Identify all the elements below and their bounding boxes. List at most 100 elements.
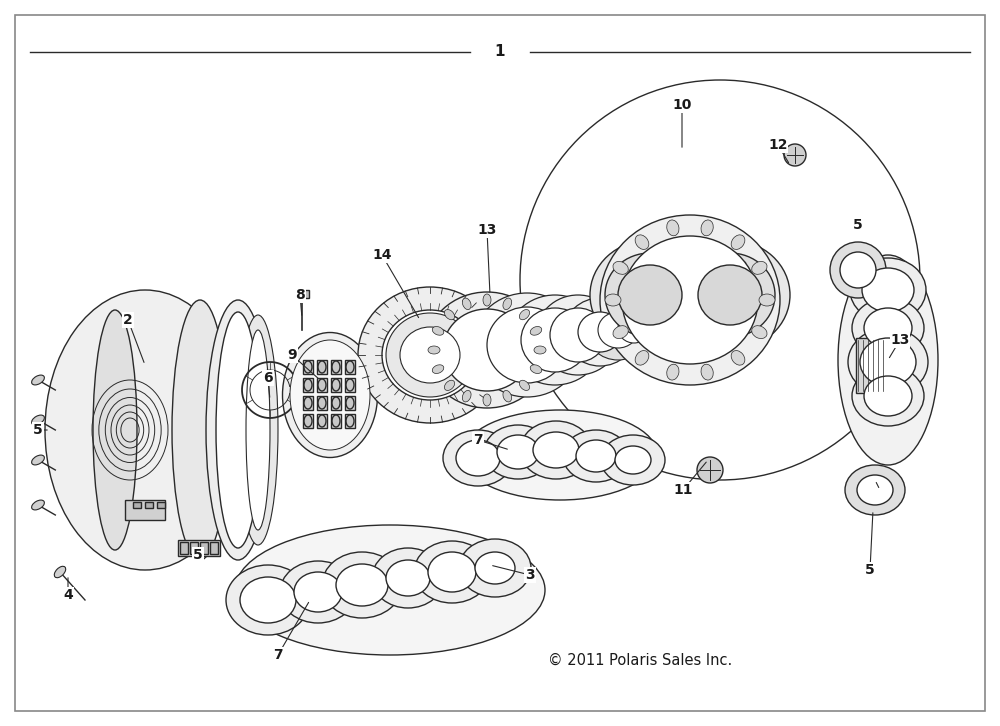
Bar [345, 396, 355, 410]
Bar [295, 290, 309, 298]
Ellipse shape [601, 435, 665, 485]
Bar [210, 542, 218, 554]
Bar [133, 502, 141, 508]
Ellipse shape [731, 234, 745, 250]
Ellipse shape [32, 375, 44, 385]
Ellipse shape [443, 309, 531, 391]
Ellipse shape [519, 380, 530, 391]
Ellipse shape [93, 310, 137, 550]
Ellipse shape [503, 391, 512, 402]
Ellipse shape [613, 261, 628, 274]
Text: 9: 9 [287, 348, 297, 362]
Ellipse shape [860, 338, 916, 386]
Bar [317, 360, 327, 374]
Bar [178, 540, 220, 556]
Text: 8: 8 [295, 288, 305, 302]
Ellipse shape [848, 328, 928, 396]
Ellipse shape [322, 552, 402, 618]
Text: 14: 14 [372, 248, 392, 262]
Ellipse shape [701, 220, 713, 236]
Ellipse shape [238, 315, 278, 545]
Bar [670, 255, 750, 335]
Ellipse shape [487, 307, 567, 383]
Ellipse shape [346, 361, 354, 373]
Bar [675, 284, 745, 296]
Ellipse shape [622, 236, 758, 364]
Bar [345, 360, 355, 374]
Ellipse shape [533, 432, 579, 468]
Ellipse shape [605, 253, 695, 337]
Ellipse shape [507, 295, 603, 385]
Ellipse shape [304, 397, 312, 409]
Ellipse shape [600, 215, 780, 385]
Bar [331, 396, 341, 410]
Text: 2: 2 [123, 313, 133, 327]
Ellipse shape [290, 340, 370, 450]
Text: 13: 13 [477, 223, 497, 237]
Ellipse shape [618, 265, 682, 325]
Ellipse shape [318, 397, 326, 409]
Ellipse shape [414, 541, 490, 603]
Bar [303, 396, 313, 410]
Ellipse shape [425, 292, 549, 408]
Text: 5: 5 [865, 563, 875, 577]
Ellipse shape [459, 539, 531, 597]
Ellipse shape [667, 220, 679, 236]
Text: 11: 11 [673, 483, 693, 497]
Ellipse shape [534, 346, 546, 354]
Ellipse shape [613, 326, 628, 338]
Ellipse shape [759, 294, 775, 306]
Ellipse shape [346, 397, 354, 409]
Text: 4: 4 [63, 588, 73, 602]
Ellipse shape [226, 565, 310, 635]
Ellipse shape [336, 564, 388, 606]
Ellipse shape [586, 300, 650, 360]
Ellipse shape [45, 290, 245, 570]
Ellipse shape [685, 253, 775, 337]
Ellipse shape [857, 475, 893, 505]
Ellipse shape [698, 265, 762, 325]
Ellipse shape [432, 327, 444, 335]
Ellipse shape [318, 379, 326, 391]
Text: 7: 7 [273, 648, 283, 662]
Ellipse shape [283, 333, 378, 457]
Ellipse shape [521, 308, 589, 372]
Ellipse shape [332, 379, 340, 391]
Ellipse shape [372, 548, 444, 608]
Ellipse shape [850, 258, 926, 322]
Ellipse shape [346, 415, 354, 427]
Ellipse shape [550, 308, 606, 362]
Ellipse shape [667, 364, 679, 380]
Ellipse shape [484, 425, 552, 479]
Ellipse shape [280, 561, 356, 623]
Text: 12: 12 [768, 138, 788, 152]
Ellipse shape [862, 268, 914, 312]
Text: 1: 1 [495, 44, 505, 60]
Ellipse shape [840, 252, 876, 288]
Text: 7: 7 [473, 433, 483, 447]
Bar [180, 542, 188, 554]
Ellipse shape [598, 312, 638, 348]
Bar [303, 378, 313, 392]
Ellipse shape [462, 298, 471, 309]
Ellipse shape [304, 361, 312, 373]
Ellipse shape [456, 440, 500, 476]
Ellipse shape [578, 312, 622, 352]
Ellipse shape [497, 435, 539, 469]
Ellipse shape [618, 313, 650, 343]
Ellipse shape [386, 560, 430, 596]
Text: 5: 5 [193, 548, 203, 562]
Ellipse shape [520, 421, 592, 479]
Ellipse shape [294, 572, 342, 612]
Ellipse shape [635, 234, 649, 250]
Ellipse shape [400, 327, 460, 383]
Bar [303, 360, 313, 374]
Ellipse shape [32, 415, 44, 425]
Ellipse shape [318, 415, 326, 427]
Ellipse shape [216, 312, 260, 548]
Ellipse shape [382, 310, 478, 400]
Bar [345, 378, 355, 392]
Ellipse shape [246, 330, 270, 530]
Ellipse shape [386, 313, 474, 397]
Bar [331, 414, 341, 428]
